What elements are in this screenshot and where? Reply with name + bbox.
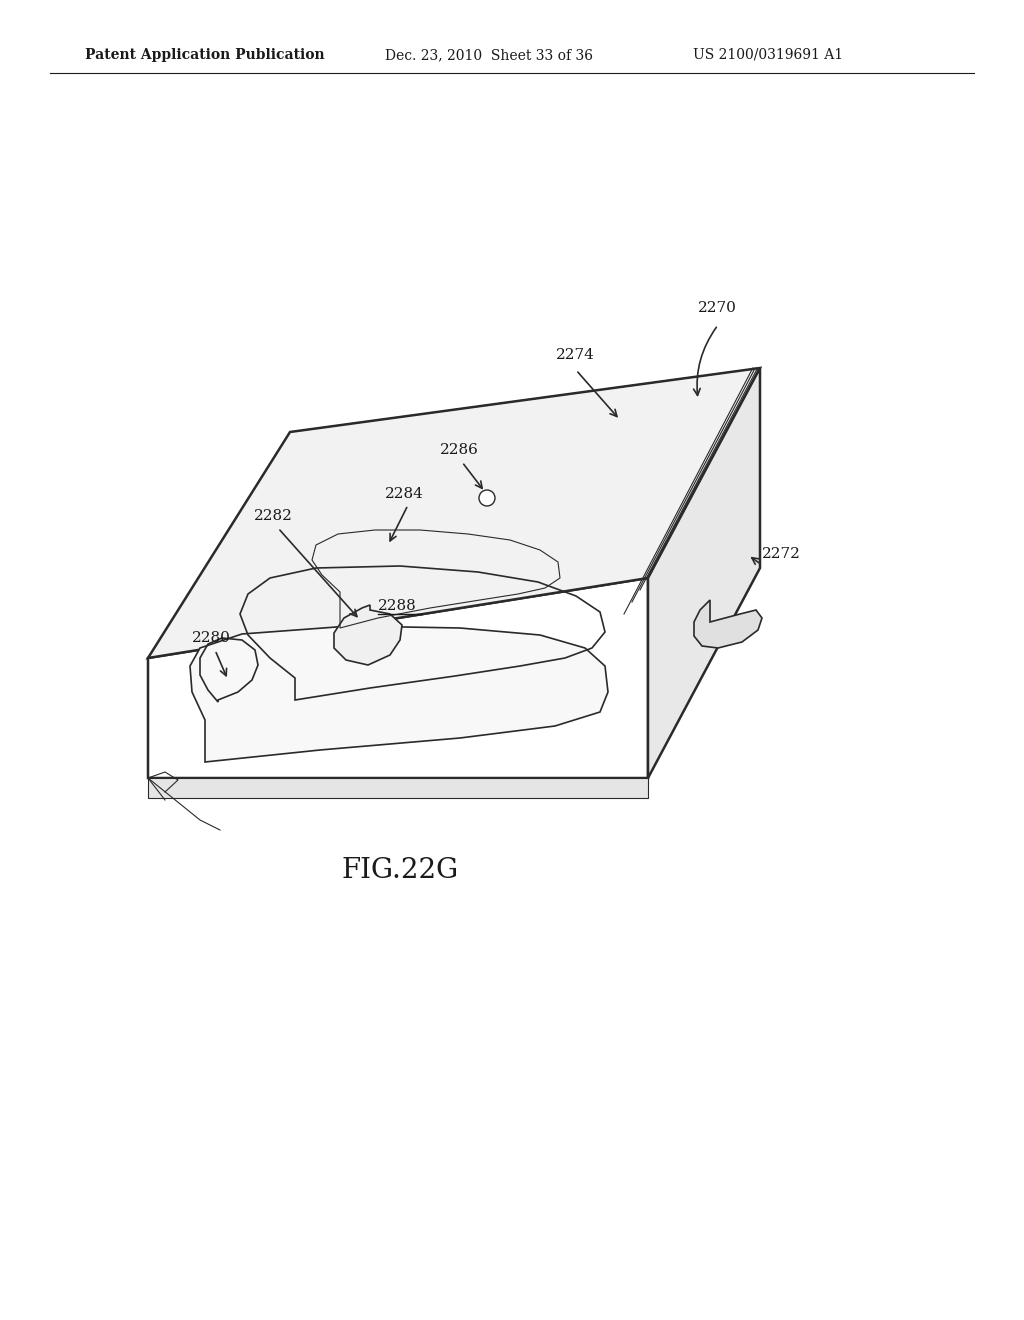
Polygon shape xyxy=(148,777,648,799)
Text: 2282: 2282 xyxy=(254,510,293,523)
Text: 2280: 2280 xyxy=(193,631,230,645)
Polygon shape xyxy=(190,626,608,762)
Text: 2274: 2274 xyxy=(556,348,595,362)
Polygon shape xyxy=(694,601,762,648)
Polygon shape xyxy=(334,605,402,665)
Text: 2272: 2272 xyxy=(762,546,801,561)
Circle shape xyxy=(479,490,495,506)
Text: Patent Application Publication: Patent Application Publication xyxy=(85,48,325,62)
Text: 2270: 2270 xyxy=(698,301,737,315)
Text: FIG.22G: FIG.22G xyxy=(341,857,459,883)
Text: Dec. 23, 2010  Sheet 33 of 36: Dec. 23, 2010 Sheet 33 of 36 xyxy=(385,48,593,62)
Polygon shape xyxy=(148,368,760,657)
Polygon shape xyxy=(648,368,760,777)
Text: 2286: 2286 xyxy=(440,444,479,457)
Text: 2288: 2288 xyxy=(378,599,417,612)
Text: US 2100/0319691 A1: US 2100/0319691 A1 xyxy=(693,48,843,62)
Text: 2284: 2284 xyxy=(385,487,424,502)
Polygon shape xyxy=(148,578,648,777)
